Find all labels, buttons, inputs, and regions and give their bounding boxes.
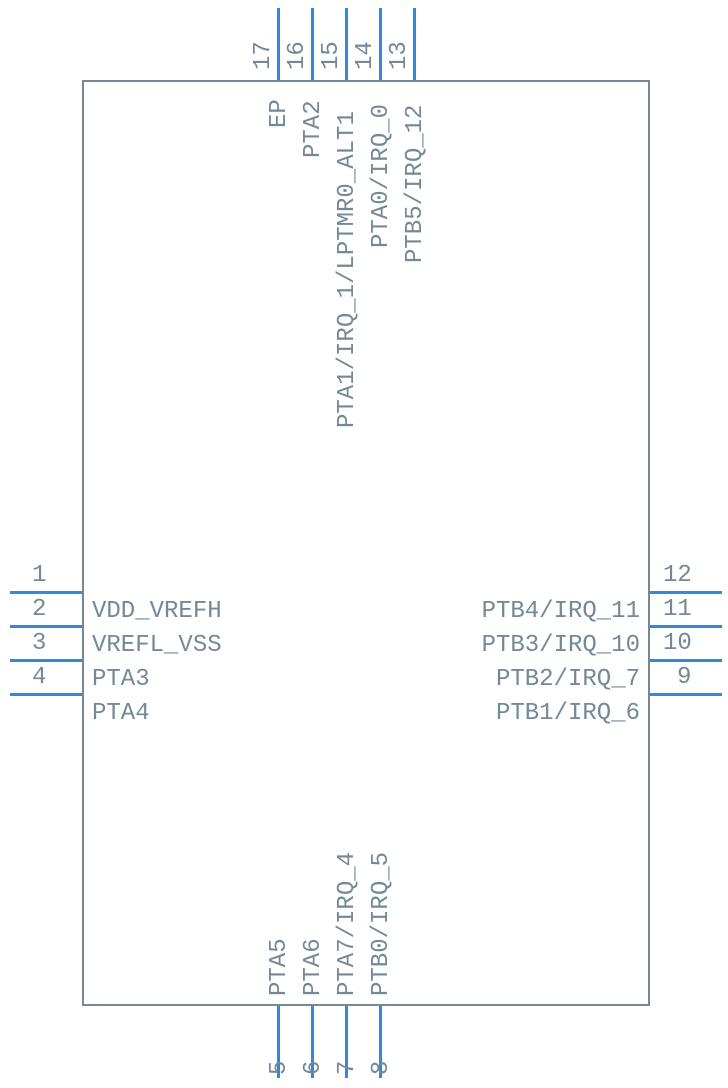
pin-lead bbox=[650, 659, 722, 662]
pin-lead bbox=[10, 625, 82, 628]
pin-label: VDD_VREFH bbox=[92, 598, 222, 625]
pin-number: 3 bbox=[32, 630, 46, 657]
pin-number: 16 bbox=[284, 41, 311, 70]
pin-number: 13 bbox=[386, 41, 413, 70]
pin-number: 1 bbox=[32, 562, 46, 589]
pin-lead bbox=[10, 659, 82, 662]
pin-number: 10 bbox=[663, 630, 692, 657]
pin-label: PTB1/IRQ_6 bbox=[496, 700, 640, 727]
pin-lead bbox=[10, 693, 82, 696]
pin-label: PTA2 bbox=[300, 100, 327, 158]
pin-lead bbox=[10, 591, 82, 594]
pin-label: PTA7/IRQ_4 bbox=[334, 852, 361, 996]
pin-label: PTA0/IRQ_0 bbox=[368, 104, 395, 248]
pin-label: PTA5 bbox=[266, 938, 293, 996]
pin-number: 17 bbox=[250, 41, 277, 70]
pin-number: 12 bbox=[663, 562, 692, 589]
pin-label: PTB3/IRQ_10 bbox=[482, 632, 640, 659]
pin-lead bbox=[413, 8, 416, 80]
pin-number: 2 bbox=[32, 596, 46, 623]
pin-label: PTB2/IRQ_7 bbox=[496, 666, 640, 693]
pin-number: 6 bbox=[300, 1061, 327, 1075]
pin-label: PTB0/IRQ_5 bbox=[368, 852, 395, 996]
pin-lead bbox=[277, 8, 280, 80]
pin-number: 5 bbox=[266, 1061, 293, 1075]
pin-label: PTB4/IRQ_11 bbox=[482, 598, 640, 625]
pin-number: 15 bbox=[318, 41, 345, 70]
pin-number: 7 bbox=[334, 1061, 361, 1075]
pin-lead bbox=[650, 693, 722, 696]
pin-lead bbox=[345, 8, 348, 80]
component-box bbox=[82, 80, 650, 1006]
pin-lead bbox=[650, 591, 722, 594]
pin-label: PTA3 bbox=[92, 666, 150, 693]
pin-lead bbox=[379, 8, 382, 80]
pin-lead bbox=[650, 625, 722, 628]
pin-number: 11 bbox=[663, 596, 692, 623]
pin-label: PTB5/IRQ_12 bbox=[402, 105, 429, 263]
pin-label: VREFL_VSS bbox=[92, 632, 222, 659]
pin-label: PTA4 bbox=[92, 700, 150, 727]
pin-number: 9 bbox=[677, 664, 691, 691]
pin-label: PTA6 bbox=[300, 938, 327, 996]
pin-number: 14 bbox=[352, 41, 379, 70]
pin-label: PTA1/IRQ_1/LPTMR0_ALT1 bbox=[334, 111, 361, 428]
pin-number: 4 bbox=[32, 664, 46, 691]
pin-label: EP bbox=[266, 99, 293, 128]
pin-number: 8 bbox=[368, 1061, 395, 1075]
pin-lead bbox=[311, 8, 314, 80]
